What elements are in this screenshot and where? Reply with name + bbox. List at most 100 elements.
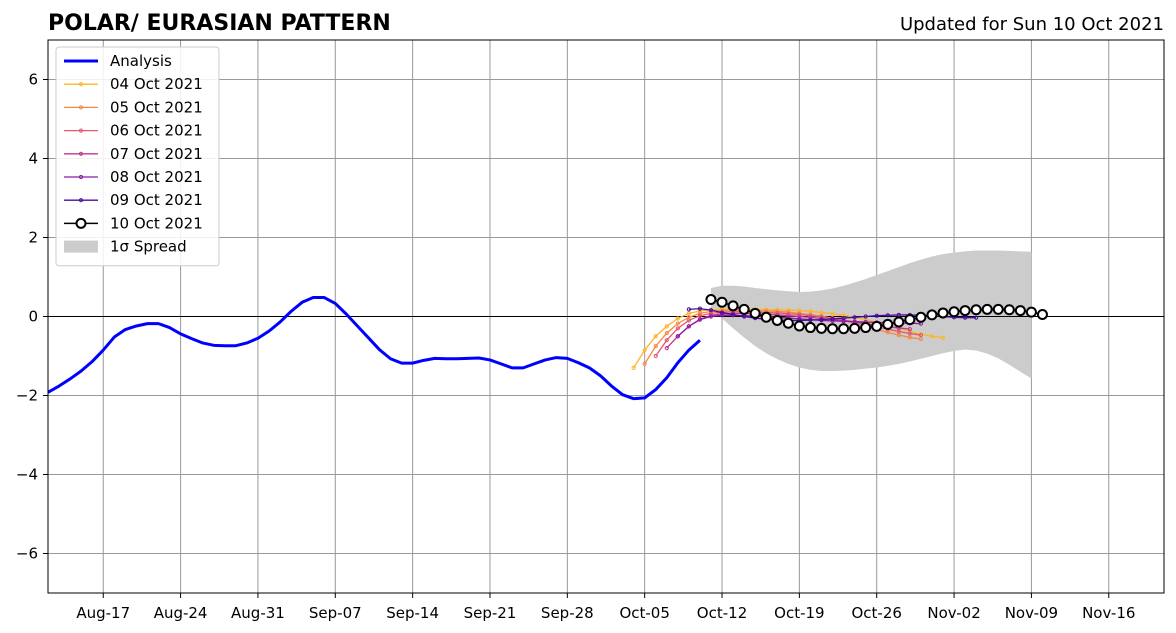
series-point <box>686 318 691 323</box>
series-point <box>653 353 658 359</box>
series-point <box>1036 309 1048 321</box>
series-point <box>786 313 791 318</box>
series-point <box>642 347 647 353</box>
series-point <box>915 311 927 323</box>
x-tick-label: Oct-12 <box>697 604 747 622</box>
series-point <box>963 315 968 320</box>
series-point <box>830 316 835 321</box>
spread-band-area <box>710 250 1032 379</box>
chart-title: POLAR/ EURASIAN PATTERN <box>48 11 391 36</box>
legend-label: 07 Oct 2021 <box>110 145 203 163</box>
series-point <box>782 317 794 329</box>
legend-label: 04 Oct 2021 <box>110 75 203 93</box>
series-point <box>926 309 938 321</box>
series-point <box>727 300 739 312</box>
legend-marker <box>78 198 84 203</box>
legend-label: 05 Oct 2021 <box>110 98 203 116</box>
series-point <box>705 294 717 306</box>
series-point <box>697 306 703 311</box>
series-point <box>675 316 680 321</box>
x-axis-ticks: Aug-17 Aug-24 Aug-31 Sep-07 Sep-14 Sep-21 Sep-… <box>76 593 1135 622</box>
series-point <box>904 314 916 326</box>
series-point <box>697 317 703 322</box>
y-axis-ticks: −6 −4 −2 0 2 4 6 <box>16 71 48 563</box>
series-point <box>719 310 725 315</box>
series-point <box>686 311 691 316</box>
legend-item: 1σ Spread <box>64 238 187 256</box>
series-point <box>841 315 846 321</box>
legend-item: Analysis <box>64 52 172 70</box>
series-point <box>686 324 691 329</box>
series-point <box>918 336 924 342</box>
legend-label: 08 Oct 2021 <box>110 168 203 186</box>
legend-swatch <box>64 240 98 253</box>
series-point <box>675 321 680 326</box>
series-point <box>871 320 883 332</box>
y-tick-label: 4 <box>28 150 38 168</box>
spread-band <box>710 250 1032 379</box>
series-point <box>642 361 647 366</box>
legend-label: 1σ Spread <box>110 238 187 256</box>
series-point <box>738 303 750 315</box>
legend: Analysis 04 Oct 2021 05 Oct 2021 06 Oct 202… <box>55 46 220 267</box>
series-point <box>981 303 993 315</box>
series-point <box>827 323 839 335</box>
y-tick-label: −4 <box>16 466 38 484</box>
legend-item: 05 Oct 2021 <box>64 98 203 116</box>
x-tick-label: Oct-26 <box>851 604 901 622</box>
series-point <box>760 311 772 323</box>
x-tick-label: Sep-07 <box>309 604 362 622</box>
y-tick-label: −6 <box>16 545 38 563</box>
series-point <box>675 326 680 331</box>
analysis-line <box>47 296 701 401</box>
series-point <box>907 327 912 332</box>
series-point <box>929 334 935 339</box>
series-point <box>730 312 736 317</box>
series-point <box>631 365 636 370</box>
series-point <box>808 317 813 323</box>
x-tick-label: Sep-14 <box>386 604 439 622</box>
series-point <box>653 344 658 349</box>
series-point <box>959 305 971 317</box>
chart-subtitle: Updated for Sun 10 Oct 2021 <box>900 14 1164 35</box>
series-point <box>893 316 905 328</box>
series-point <box>1025 306 1037 318</box>
series-point <box>907 331 912 336</box>
series-point <box>797 314 802 319</box>
x-tick-label: Oct-19 <box>774 604 824 622</box>
y-tick-label: 6 <box>28 71 38 89</box>
series-point <box>907 335 912 340</box>
legend-marker <box>78 82 84 87</box>
legend-box <box>55 46 220 267</box>
series-point <box>664 324 669 329</box>
x-tick-label: Nov-09 <box>1005 604 1058 622</box>
series-point <box>804 322 816 334</box>
legend-label: Analysis <box>110 52 172 70</box>
series-point <box>716 296 728 308</box>
series-point <box>830 311 835 316</box>
series-point <box>686 307 691 312</box>
x-tick-label: Aug-24 <box>154 604 208 622</box>
series-point <box>664 346 669 351</box>
series-point <box>992 303 1004 315</box>
legend-marker <box>78 105 84 110</box>
series-point <box>819 317 824 322</box>
y-tick-label: −2 <box>16 387 38 405</box>
legend-label: 06 Oct 2021 <box>110 122 203 140</box>
legend-marker <box>75 217 87 229</box>
x-tick-label: Sep-21 <box>464 604 517 622</box>
series-point <box>849 322 861 334</box>
series-point <box>1014 305 1026 317</box>
series-point <box>885 313 890 318</box>
x-tick-label: Aug-17 <box>76 604 130 622</box>
x-tick-label: Aug-31 <box>231 604 285 622</box>
series-point <box>653 334 658 339</box>
series-point <box>749 307 761 319</box>
series-10-oct-2021 <box>705 294 1048 335</box>
series-point <box>896 312 901 318</box>
legend-marker <box>78 128 84 133</box>
series-point <box>974 315 979 320</box>
x-tick-label: Sep-28 <box>541 604 594 622</box>
legend-label: 10 Oct 2021 <box>110 214 203 232</box>
